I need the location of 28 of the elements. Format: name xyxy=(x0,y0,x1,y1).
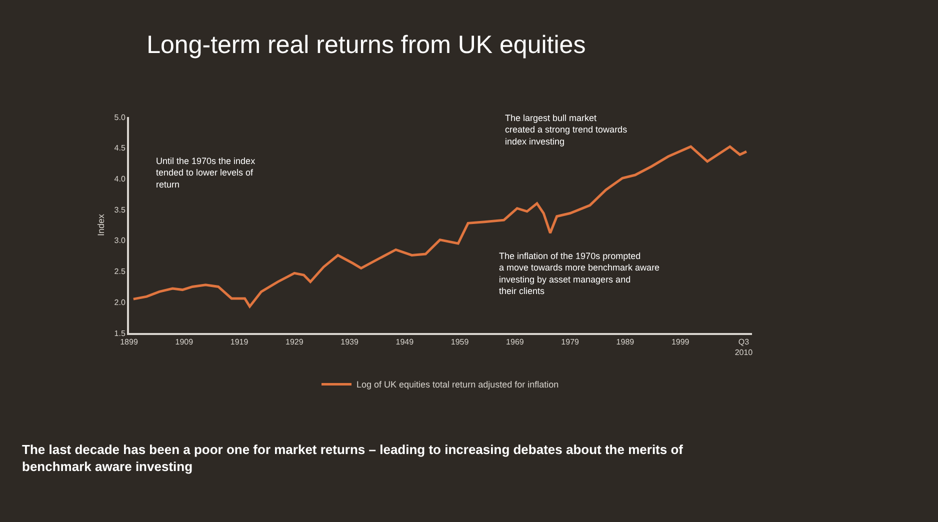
x-tick-label: 1929 xyxy=(286,338,304,347)
x-tick-label: 1999 xyxy=(671,338,690,347)
y-tick-label: 3.5 xyxy=(114,205,126,214)
y-tick-label: 2.5 xyxy=(114,267,126,276)
y-tick-label: 4.5 xyxy=(114,144,126,153)
x-tick-label: 1899 xyxy=(120,338,138,347)
x-tick-label: 1909 xyxy=(175,338,194,347)
y-tick-label: 1.5 xyxy=(114,328,126,338)
chart-title: Long-term real returns from UK equities xyxy=(146,31,586,60)
y-tick-label: 3.0 xyxy=(114,236,126,246)
x-tick-label: 1949 xyxy=(396,338,414,347)
annotation: The inflation of the 1970s prompted a move towards more benchmark aware investing by asset managers and their clients xyxy=(499,251,660,296)
x-tick-label: 1989 xyxy=(616,338,635,347)
x-tick-label: 1969 xyxy=(506,338,524,347)
x-tick-label: 1919 xyxy=(230,338,249,347)
y-tick-label: 4.0 xyxy=(114,174,126,184)
x-tick-label: 1979 xyxy=(561,338,580,347)
x-tick-label: 1959 xyxy=(450,338,470,347)
x-tick-label: 1939 xyxy=(340,338,359,347)
y-axis-title: Index xyxy=(96,214,106,236)
y-tick-label: 2.0 xyxy=(114,298,126,307)
text: The last decade has been a poor one for market returns – leading to increasing debates about the merits of benchmark aware investing xyxy=(22,442,684,474)
annotation: Until the 1970s the index tended to lower levels of return xyxy=(156,156,256,190)
annotation: The largest bull market created a strong trend towards index investing xyxy=(505,113,628,146)
legend-label: Log of UK equities total return adjusted for inflation xyxy=(356,380,559,390)
x-tick-label: Q3 2010 xyxy=(734,338,754,357)
line-series xyxy=(132,145,748,308)
y-tick-label: 5.0 xyxy=(114,112,126,122)
